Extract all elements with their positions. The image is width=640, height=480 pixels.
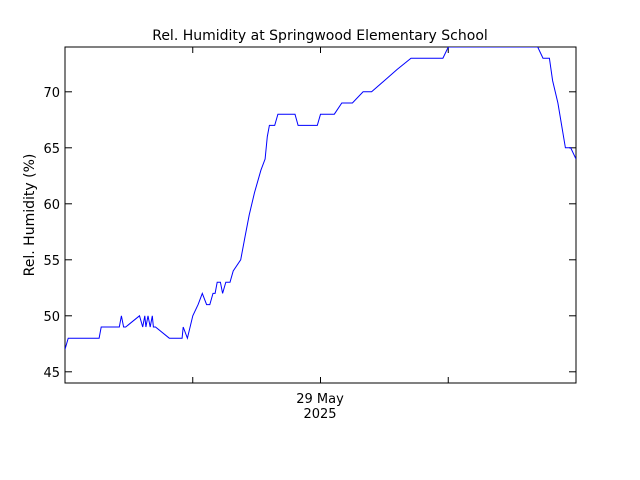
x-tick-label-year: 2025 [303,407,336,422]
y-axis-label: Rel. Humidity (%) [22,154,38,277]
y-tick-label: 65 [43,142,60,157]
y-tick-label: 50 [43,310,60,325]
axes-frame [64,46,577,384]
humidity-series-line [65,47,576,350]
y-tick-label: 55 [43,254,60,269]
y-tick-label: 70 [43,86,60,101]
x-tick-label-date: 29 May [296,392,344,407]
chart-title: Rel. Humidity at Springwood Elementary S… [152,28,488,44]
y-tick-label: 45 [43,366,60,381]
x-axis-ticks [192,47,449,383]
plot-frame [64,46,577,384]
y-tick-label: 60 [43,198,60,213]
y-axis-ticks: 45 50 55 60 65 70 [43,86,576,381]
